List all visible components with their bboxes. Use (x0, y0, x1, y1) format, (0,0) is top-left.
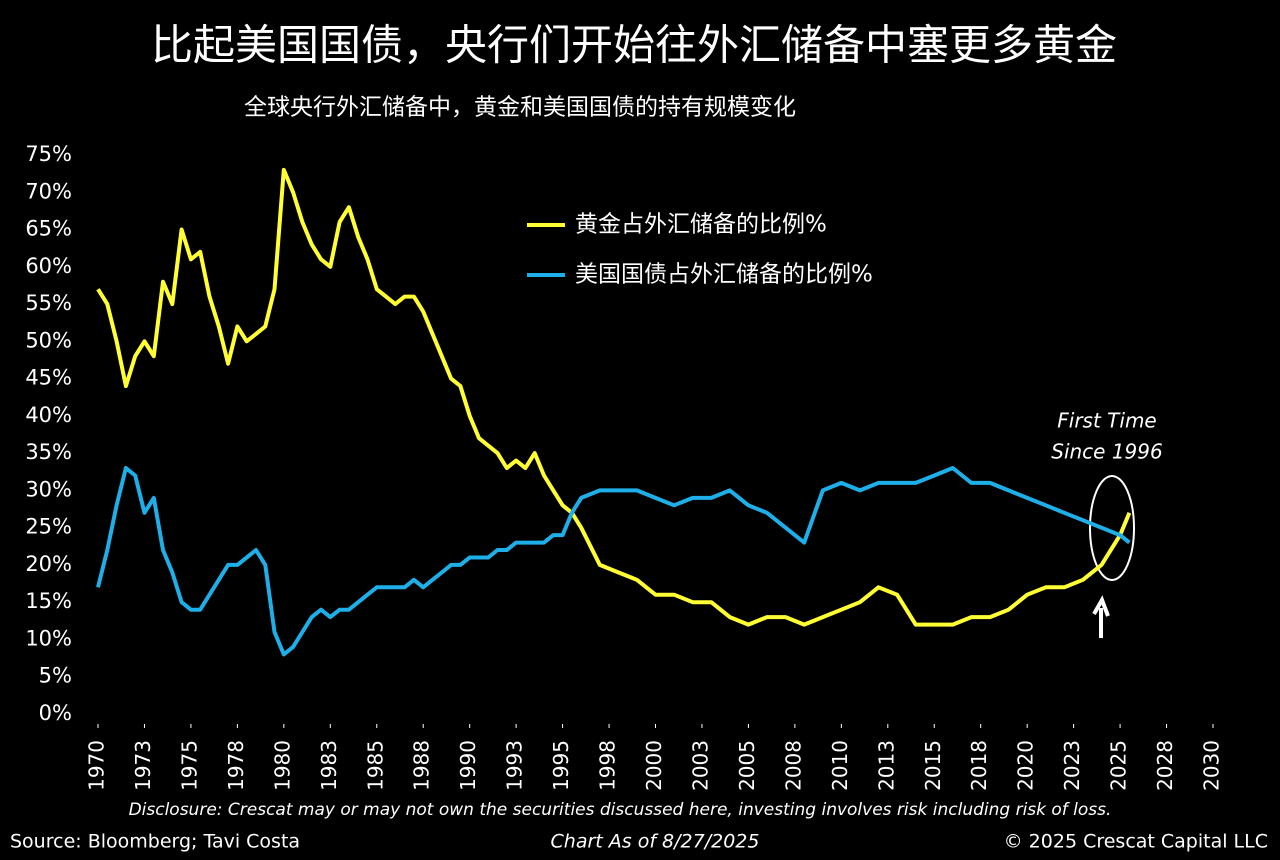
y-tick-label: 15% (25, 589, 72, 613)
x-tick-label: 2008 (781, 740, 805, 791)
x-tick-label: 1975 (177, 740, 201, 791)
x-tick-label: 2028 (1153, 740, 1177, 791)
y-tick-label: 10% (25, 626, 72, 650)
annotation: Since 1996 (1051, 440, 1162, 464)
x-tick-label: 1998 (596, 740, 620, 791)
y-tick-label: 55% (25, 291, 72, 315)
series-line (96, 167, 1132, 627)
x-tick-label: 1970 (85, 740, 109, 791)
x-tick-label: 1983 (317, 740, 341, 791)
legend-label: 美国国债占外汇储备的比例% (575, 262, 873, 288)
x-tick-label: 2015 (921, 740, 945, 791)
y-tick-label: 5% (39, 664, 72, 688)
y-tick-label: 45% (25, 366, 72, 390)
x-tick-label: 2023 (1060, 740, 1084, 791)
y-tick-label: 20% (25, 552, 72, 576)
x-tick-label: 1988 (410, 740, 434, 791)
y-tick-label: 60% (25, 254, 72, 278)
highlight-ellipse (1089, 475, 1135, 581)
y-tick-label: 40% (25, 403, 72, 427)
y-tick-label: 25% (25, 515, 72, 539)
x-tick-label: 2003 (688, 740, 712, 791)
x-tick-label: 1993 (503, 740, 527, 791)
y-tick-label: 70% (25, 179, 72, 203)
x-tick-label: 2025 (1107, 740, 1131, 791)
x-tick-label: 1985 (363, 740, 387, 791)
y-tick-label: 0% (39, 701, 72, 725)
arrow (1092, 595, 1110, 638)
y-tick-label: 30% (25, 477, 72, 501)
x-tick-label: 2010 (828, 740, 852, 791)
x-tick-label: 1995 (549, 740, 573, 791)
y-tick-label: 50% (25, 328, 72, 352)
y-tick-label: 65% (25, 217, 72, 241)
copyright: © 2025 Crescat Capital LLC (1004, 831, 1268, 853)
x-tick-label: 2005 (735, 740, 759, 791)
x-tick-label: 2030 (1200, 740, 1224, 791)
x-tick-label: 2013 (874, 740, 898, 791)
x-tick-label: 2020 (1014, 740, 1038, 791)
annotation: First Time (1057, 409, 1156, 433)
y-tick-label: 35% (25, 440, 72, 464)
source: Source: Bloomberg; Tavi Costa (10, 831, 300, 853)
series-line (96, 466, 1131, 657)
x-tick-label: 1990 (456, 740, 480, 791)
chart-title: 比起美国国债，央行们开始往外汇储备中塞更多黄金 (151, 21, 1117, 70)
y-tick-label: 75% (25, 142, 72, 166)
x-tick-label: 1973 (131, 740, 155, 791)
x-tick-label: 1980 (270, 740, 294, 791)
x-tick-label: 2000 (642, 740, 666, 791)
legend-label: 黄金占外汇储备的比例% (575, 212, 827, 238)
disclosure: Disclosure: Crescat may or may not own t… (129, 800, 1112, 820)
x-tick-label: 1978 (224, 740, 248, 791)
chart-date: Chart As of 8/27/2025 (551, 831, 760, 853)
chart-subtitle: 全球央行外汇储备中，黄金和美国国债的持有规模变化 (244, 95, 796, 121)
x-tick-label: 2018 (967, 740, 991, 791)
